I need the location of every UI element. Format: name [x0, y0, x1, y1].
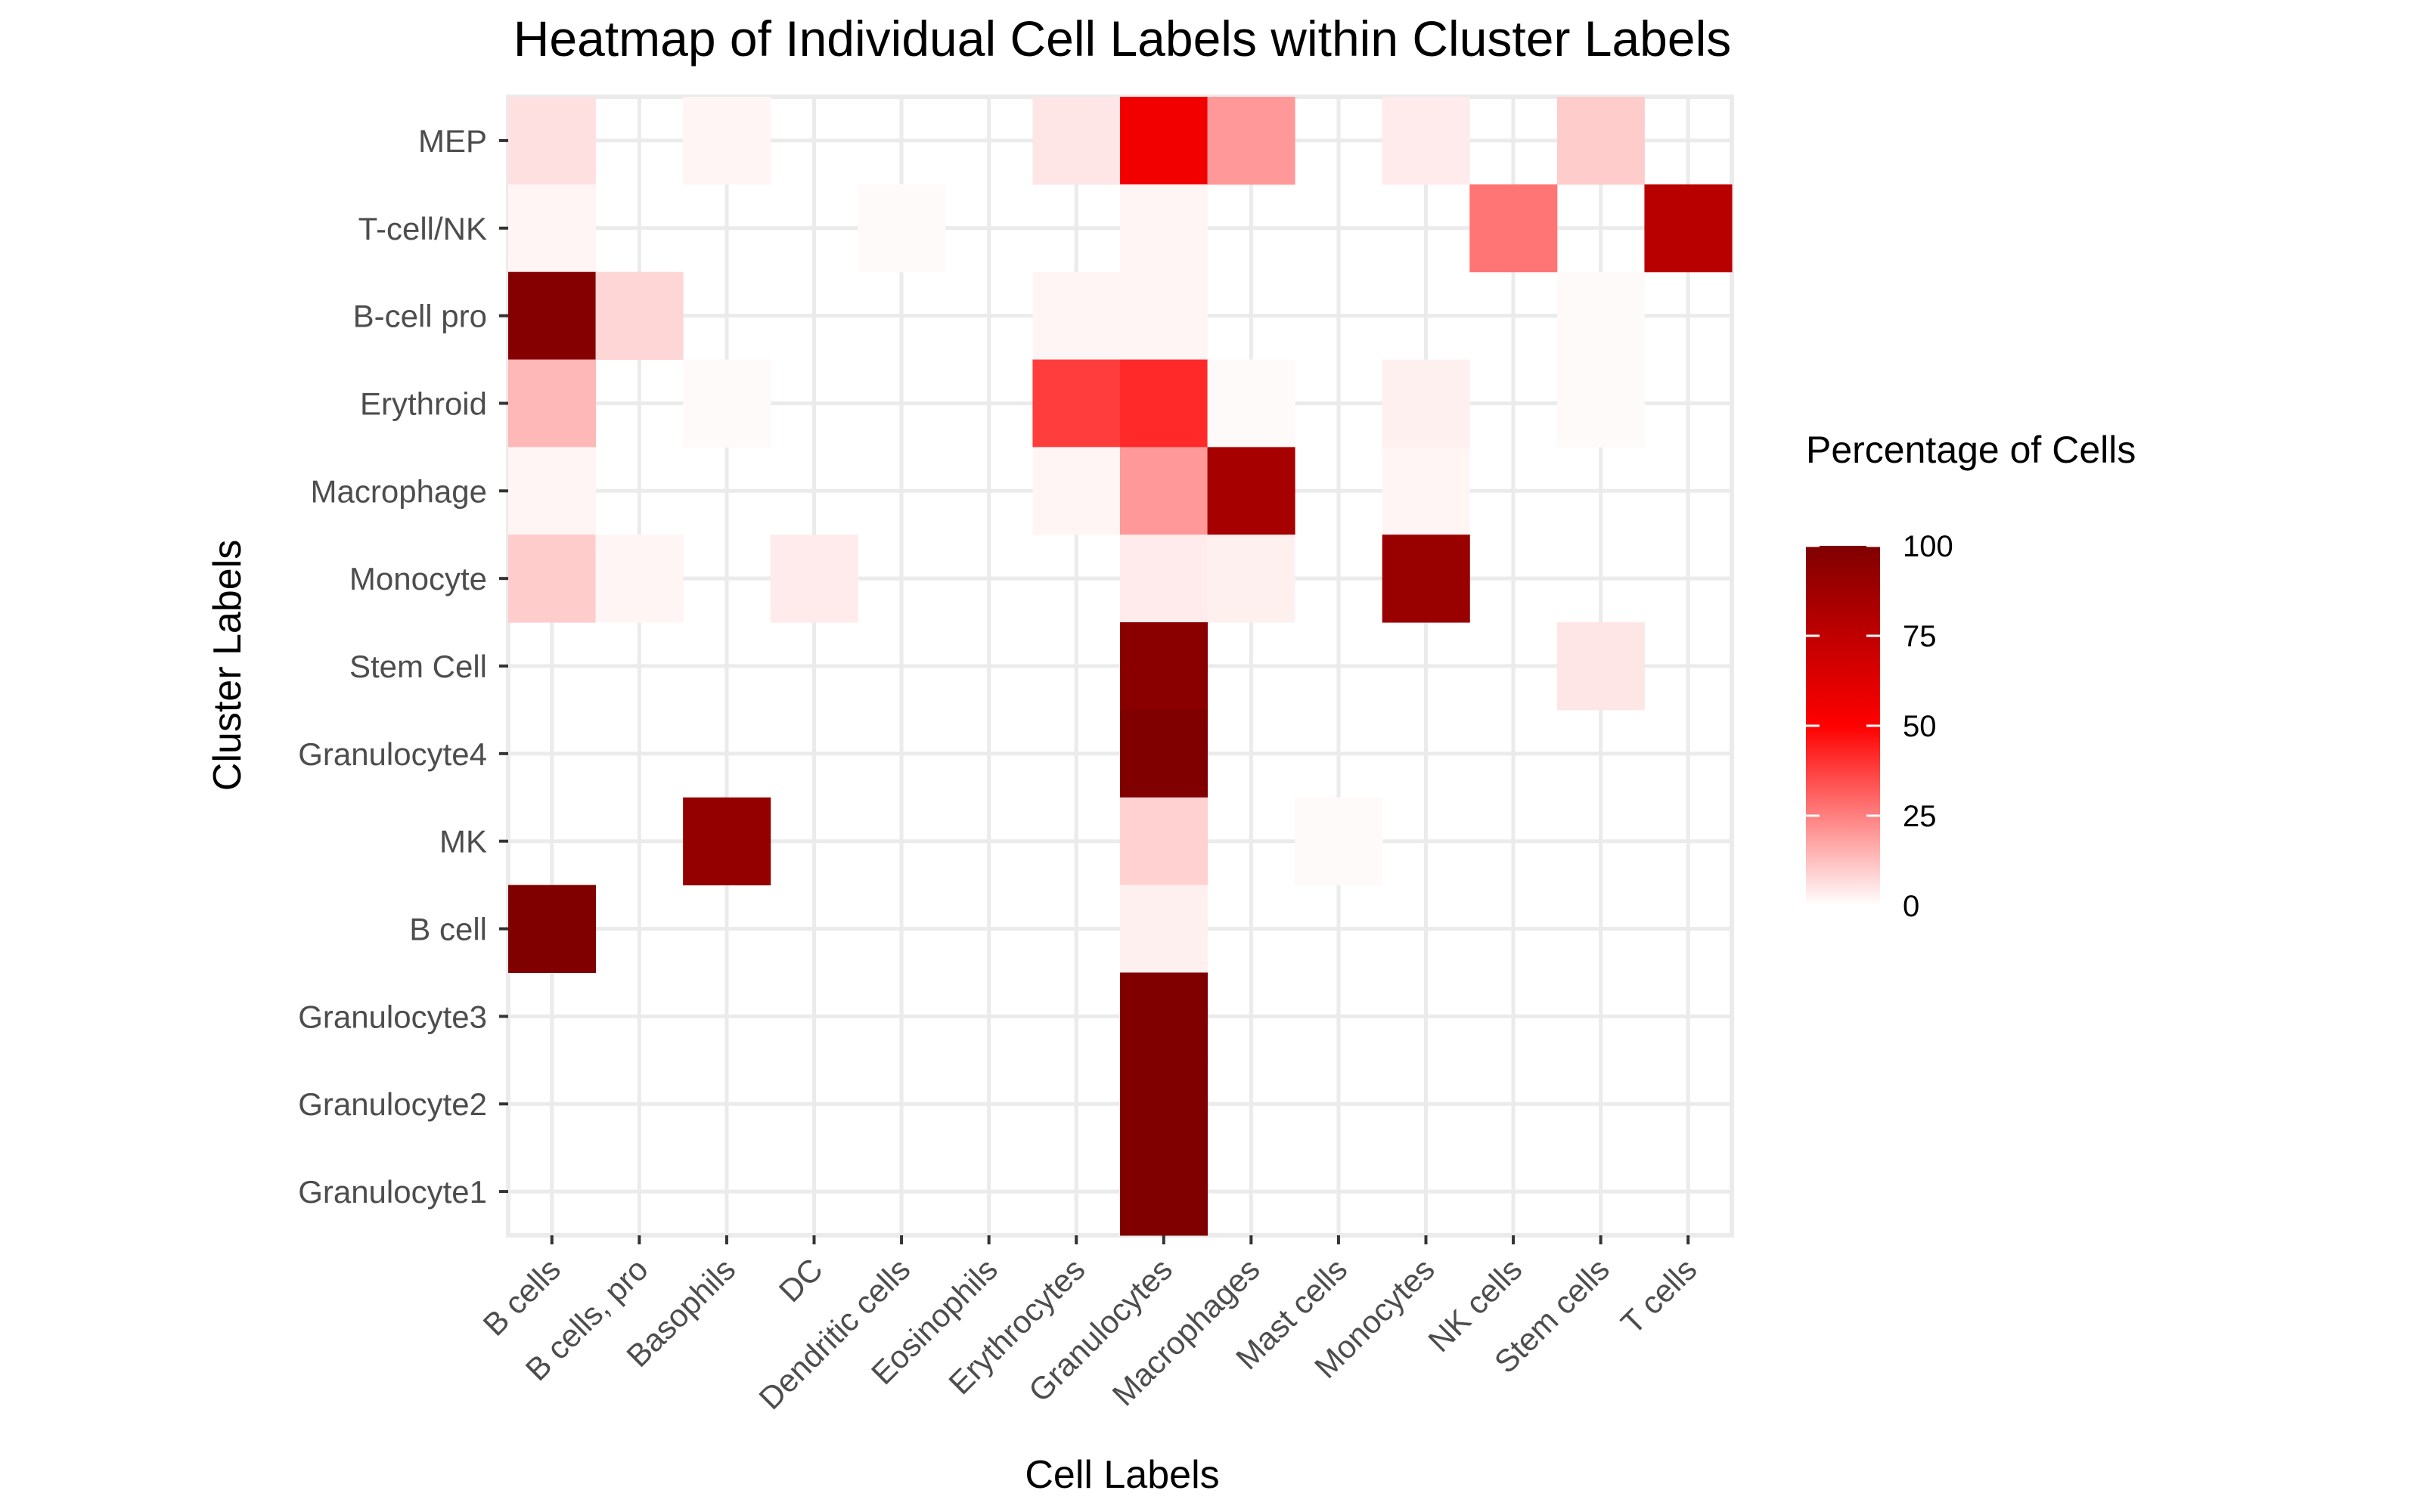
y-axis: MEP T-cell/NK B-cell pro Erythroid Macrophag… — [298, 123, 508, 1210]
y-tick-label: Macrophage — [311, 473, 487, 509]
heatmap-cell — [1032, 447, 1121, 535]
legend-tick-label: 0 — [1903, 890, 1919, 923]
heatmap-cell — [1382, 97, 1470, 185]
heatmap-cell — [1120, 271, 1208, 361]
heatmap-cell — [1644, 184, 1733, 273]
heatmap-cells — [508, 97, 1733, 1236]
y-axis-title: Cluster Labels — [206, 540, 250, 791]
heatmap-cell — [1120, 447, 1208, 535]
heatmap-cell — [508, 359, 597, 448]
x-tick-label: Dendritic cells — [752, 1251, 917, 1416]
heatmap-cell — [1120, 1060, 1208, 1148]
heatmap-cell — [1556, 359, 1645, 448]
x-tick-label: DC — [772, 1251, 830, 1309]
heatmap-cell — [1207, 359, 1295, 448]
heatmap-cell — [508, 97, 597, 185]
y-tick-label: Granulocyte2 — [298, 1086, 487, 1122]
heatmap-cell — [1120, 1148, 1208, 1236]
heatmap-cell — [1207, 447, 1295, 535]
y-tick-label: T-cell/NK — [358, 211, 487, 246]
heatmap-cell — [1032, 97, 1121, 185]
heatmap-cell — [1032, 271, 1121, 361]
heatmap-cell — [595, 271, 684, 361]
y-tick-label: B cell — [409, 912, 487, 947]
heatmap-cell — [1556, 622, 1645, 711]
heatmap-cell — [1032, 359, 1121, 448]
y-tick-label: Granulocyte3 — [298, 999, 487, 1034]
heatmap-cell — [508, 885, 597, 973]
heatmap-cell — [1295, 797, 1383, 886]
legend-tick-label: 100 — [1903, 530, 1953, 563]
heatmap-cell — [1469, 184, 1558, 273]
heatmap-cell — [1120, 709, 1208, 798]
y-tick-label: Erythroid — [360, 386, 487, 421]
legend-tick-label: 25 — [1903, 800, 1937, 833]
y-tick-label: MK — [439, 824, 487, 860]
y-tick-label: Granulocyte1 — [298, 1174, 487, 1210]
heatmap-cell — [770, 534, 858, 623]
y-tick-label: B-cell pro — [353, 299, 487, 334]
heatmap-cell — [1556, 271, 1645, 361]
heatmap-cell — [1382, 447, 1470, 535]
chart-title: Heatmap of Individual Cell Labels within… — [513, 11, 1732, 67]
heatmap-cell — [858, 184, 946, 273]
heatmap-cell — [595, 534, 684, 623]
x-tick-label: T cells — [1614, 1251, 1704, 1341]
heatmap-cell — [1120, 359, 1208, 448]
legend-tick-label: 50 — [1903, 710, 1937, 743]
heatmap-cell — [508, 534, 597, 623]
heatmap-cell — [683, 797, 771, 886]
y-tick-label: Monocyte — [349, 561, 487, 596]
x-axis-title: Cell Labels — [1025, 1453, 1219, 1497]
heatmap-cell — [1382, 534, 1470, 623]
heatmap-cell — [1120, 797, 1208, 886]
y-tick-label: MEP — [418, 123, 487, 159]
heatmap-cell — [1120, 97, 1208, 185]
heatmap-cell — [683, 97, 771, 185]
y-tick-label: Stem Cell — [349, 649, 487, 684]
heatmap-cell — [1120, 622, 1208, 711]
heatmap-cell — [1120, 885, 1208, 973]
heatmap-cell — [1382, 359, 1470, 448]
heatmap-cell — [1207, 97, 1295, 185]
heatmap-cell — [508, 184, 597, 273]
color-legend: Percentage of Cells 100 75 50 25 0 — [1806, 429, 2136, 923]
heatmap-cell — [508, 271, 597, 361]
heatmap-cell — [1207, 534, 1295, 623]
heatmap-cell — [1556, 97, 1645, 185]
heatmap-cell — [683, 359, 771, 448]
heatmap-cell — [1120, 184, 1208, 273]
legend-title: Percentage of Cells — [1806, 429, 2136, 471]
legend-tick-label: 75 — [1903, 620, 1937, 653]
heatmap-cell — [508, 447, 597, 535]
heatmap-cell — [1120, 972, 1208, 1061]
heatmap-cell — [1120, 534, 1208, 623]
legend-ticks: 100 75 50 25 0 — [1806, 530, 1953, 923]
y-tick-label: Granulocyte4 — [298, 736, 487, 772]
